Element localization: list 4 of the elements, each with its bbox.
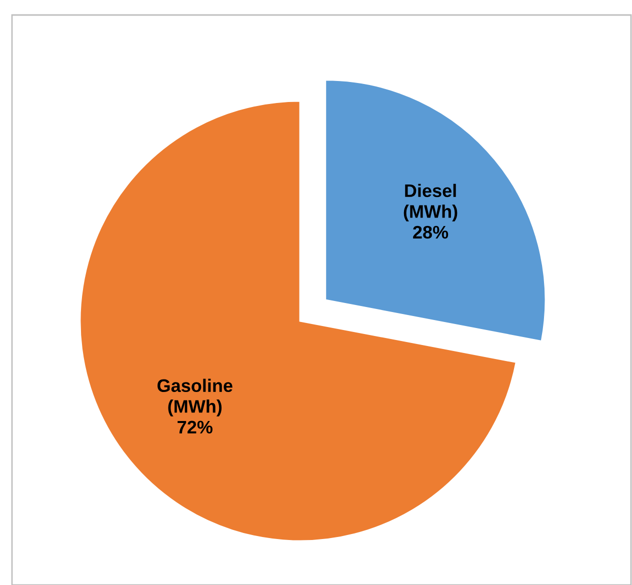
slice-label: Gasoline (MWh) — [158, 378, 232, 416]
data-label: 28% — [413, 226, 448, 239]
slice-label: Diesel (MWh) — [404, 184, 458, 222]
data-label: 72% — [178, 420, 212, 434]
